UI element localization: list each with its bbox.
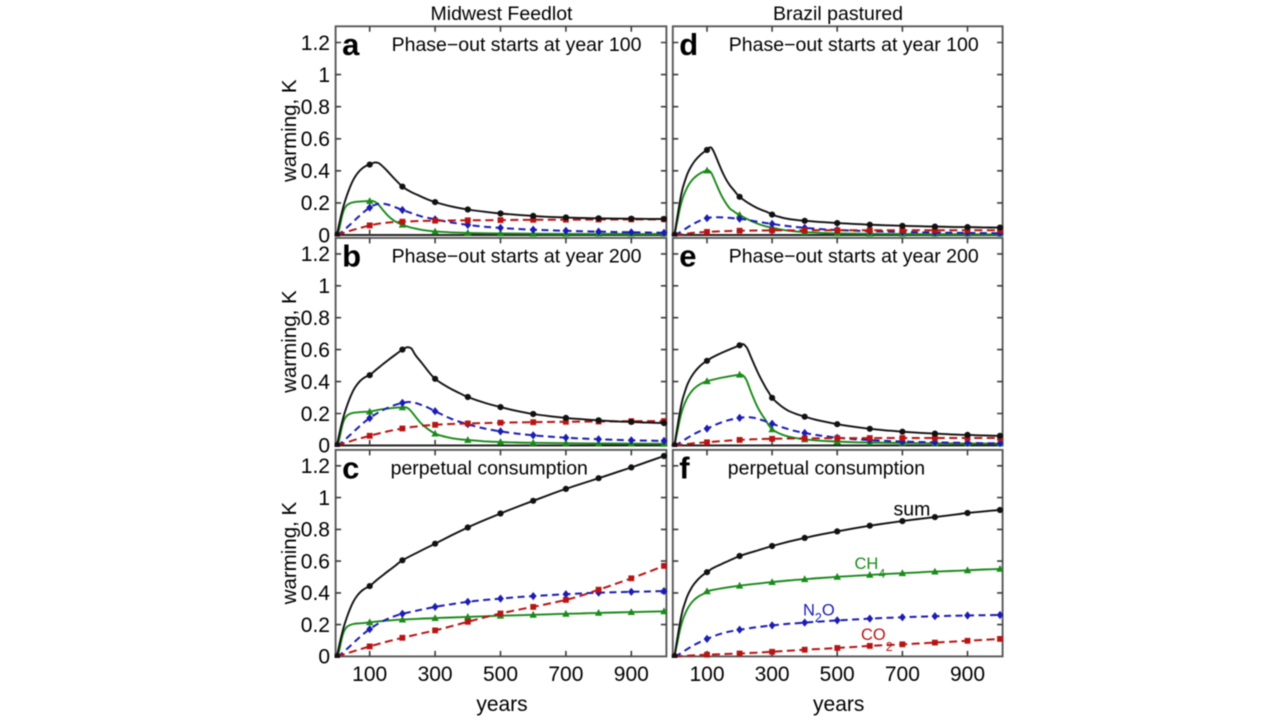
svg-text:0.6: 0.6	[301, 550, 330, 573]
svg-text:warming, K: warming, K	[278, 502, 301, 606]
svg-text:c: c	[342, 450, 359, 485]
svg-text:0.2: 0.2	[301, 403, 330, 426]
svg-text:e: e	[679, 238, 696, 273]
svg-text:500: 500	[820, 663, 855, 686]
svg-text:1.2: 1.2	[301, 455, 330, 478]
svg-text:Midwest Feedlot: Midwest Feedlot	[431, 3, 574, 25]
svg-text:500: 500	[483, 663, 518, 686]
svg-text:0.8: 0.8	[301, 307, 330, 330]
svg-text:100: 100	[689, 663, 724, 686]
svg-text:years: years	[813, 693, 864, 716]
svg-text:0.8: 0.8	[301, 519, 330, 542]
svg-text:0.2: 0.2	[301, 192, 330, 215]
svg-text:sum: sum	[894, 499, 931, 521]
svg-text:1: 1	[318, 487, 330, 510]
svg-text:warming, K: warming, K	[278, 79, 301, 183]
svg-text:0.4: 0.4	[301, 582, 331, 605]
svg-text:d: d	[679, 27, 698, 62]
svg-text:Phase−out starts at year 200: Phase−out starts at year 200	[729, 246, 979, 268]
svg-text:perpetual consumption: perpetual consumption	[391, 458, 588, 480]
svg-text:0: 0	[318, 646, 330, 669]
svg-text:N2O: N2O	[803, 602, 835, 626]
svg-text:Brazil pastured: Brazil pastured	[773, 3, 903, 25]
svg-text:1.2: 1.2	[301, 32, 330, 55]
svg-text:1.2: 1.2	[301, 243, 330, 266]
svg-text:1: 1	[318, 64, 330, 87]
svg-text:Phase−out starts at year 200: Phase−out starts at year 200	[392, 246, 642, 268]
svg-text:700: 700	[548, 663, 583, 686]
svg-text:years: years	[476, 693, 527, 716]
svg-text:f: f	[679, 450, 690, 485]
svg-text:1: 1	[318, 275, 330, 298]
svg-text:100: 100	[352, 663, 387, 686]
svg-text:0: 0	[318, 224, 330, 247]
svg-text:a: a	[342, 27, 360, 62]
svg-text:700: 700	[885, 663, 920, 686]
svg-text:300: 300	[418, 663, 453, 686]
svg-text:Phase−out starts at year 100: Phase−out starts at year 100	[729, 34, 979, 56]
svg-text:0.4: 0.4	[301, 160, 331, 183]
svg-text:300: 300	[755, 663, 790, 686]
svg-text:0.6: 0.6	[301, 339, 330, 362]
svg-text:perpetual consumption: perpetual consumption	[728, 458, 925, 480]
svg-text:b: b	[342, 238, 361, 273]
svg-text:0.2: 0.2	[301, 614, 330, 637]
svg-text:900: 900	[950, 663, 985, 686]
svg-text:0.6: 0.6	[301, 128, 330, 151]
svg-text:Phase−out starts at year 100: Phase−out starts at year 100	[392, 34, 642, 56]
svg-text:900: 900	[614, 663, 649, 686]
svg-text:0.4: 0.4	[301, 371, 331, 394]
svg-text:0.8: 0.8	[301, 96, 330, 119]
svg-text:0: 0	[318, 435, 330, 458]
svg-text:warming, K: warming, K	[278, 290, 301, 394]
